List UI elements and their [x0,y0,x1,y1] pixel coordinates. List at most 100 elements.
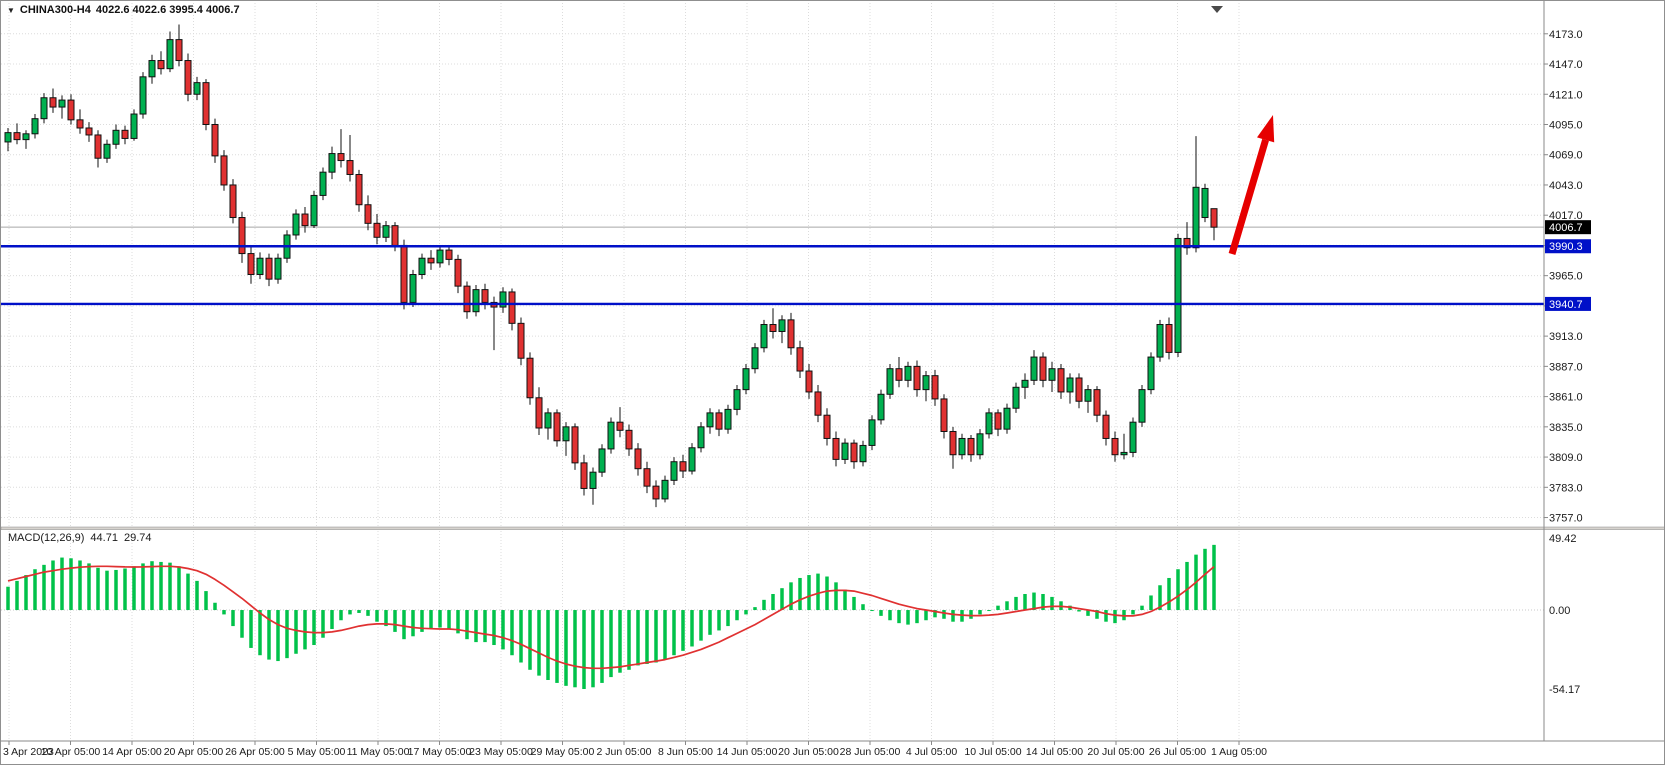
macd-histogram-bar [87,563,91,611]
candle-body [76,119,84,129]
price-tick-label: 4173.0 [1549,29,1583,41]
candle-body [769,324,777,332]
candle-body [1066,377,1074,393]
trend-arrow[interactable] [1228,115,1275,255]
price-tick-label: 3783.0 [1549,482,1583,494]
macd-histogram-bar [672,610,676,656]
candle-body [337,153,345,162]
candle-body [994,412,1002,430]
macd-histogram-bar [987,610,991,612]
candle-body [229,184,237,219]
trend-arrow-head[interactable] [1257,115,1275,143]
trend-arrow-shaft[interactable] [1228,138,1269,255]
candle-body [274,257,282,280]
grid-layer [1,3,1544,741]
candle-body [1201,187,1209,219]
macd-histogram-bar [663,610,667,660]
symbol-dropdown-icon[interactable]: ▼ [7,5,15,15]
chart-shift-marker-icon[interactable] [1211,6,1223,13]
macd-histogram-bar [1158,585,1162,611]
candle-body [670,461,678,481]
macd-histogram-bar [69,558,73,611]
candle-body [184,60,192,95]
macd-histogram-bar [861,604,865,611]
macd-histogram-bar [501,610,505,650]
macd-histogram-bar [123,568,127,611]
candle-body [265,257,273,280]
macd-histogram-bar [915,610,919,624]
macd-histogram-bar [213,602,217,611]
hline-price-badge [1545,296,1591,311]
macd-histogram-bar [645,610,649,664]
macd-histogram-bar [60,557,64,611]
candle-body [895,368,903,381]
macd-histogram-bar [240,610,244,638]
macd-histogram-bar [339,610,343,621]
time-tick-label: 4 Jul 05:00 [906,746,958,758]
macd-histogram-bar [1077,610,1081,612]
candle-body [58,99,66,108]
macd-histogram-bar [1131,610,1135,615]
candle-body [94,134,102,159]
macd-histogram-bar [456,610,460,634]
macd-histogram-bar [762,599,766,611]
candle-body [157,60,165,70]
candle-body [508,291,516,324]
candle-body [220,155,228,186]
candle-body [877,393,885,421]
candle-body [112,129,120,145]
macd-histogram-bar [537,610,541,676]
macd-histogram-bar [186,573,190,611]
candle-body [562,426,570,442]
time-tick-label: 28 Jun 05:00 [840,746,901,758]
macd-histogram-bar [807,575,811,611]
panel-splitter[interactable] [1,526,1665,530]
time-tick-label: 8 Jun 05:00 [658,746,713,758]
hline-price-badge [1545,239,1591,254]
macd-histogram-bar [1176,569,1180,611]
candle-body [544,412,552,429]
macd-histogram-bar [879,610,883,616]
candle-body [751,347,759,370]
macd-histogram-bar [843,589,847,611]
macd-histogram-bar [780,588,784,611]
candle-body [1075,377,1083,402]
time-tick-label: 10 Apr 05:00 [41,746,101,758]
macd-histogram-bar [600,610,604,683]
price-tick-label: 4017.0 [1549,210,1583,222]
candle-body [688,447,696,472]
price-tick-label: 4043.0 [1549,180,1583,192]
time-tick-label: 20 Jun 05:00 [778,746,839,758]
candle-body [346,160,354,175]
candle-body [1012,386,1020,409]
time-tick-label: 14 Jun 05:00 [717,746,778,758]
macd-histogram-bar [294,610,298,654]
candle-body [292,213,300,236]
macd-histogram-bar [654,610,658,663]
macd-histogram-bar [1212,544,1216,611]
time-tick-label: 10 Jul 05:00 [964,746,1021,758]
macd-histogram-bar [195,580,199,611]
candle-body [418,257,426,275]
macd-histogram-bar [888,610,892,621]
candle-body [958,437,966,456]
candle-body [31,118,39,135]
time-tick-label: 26 Apr 05:00 [225,746,285,758]
price-tick-label: 3913.0 [1549,331,1583,343]
macd-histogram-bar [564,610,568,686]
candle-body [481,289,489,303]
candle-body [1210,208,1218,228]
price-axis[interactable]: 4173.0 4147.0 4121.0 4095.0 4069.0 4043.0 4017… [1543,1,1591,741]
macd-histogram-bar [708,610,712,635]
candle-body [1165,324,1173,353]
macd-histogram-bar [1185,561,1189,611]
macd-histogram-bar [555,610,559,683]
candle-body [814,391,822,416]
time-tick-label: 3 Apr 2023 [3,746,54,758]
candle-body [247,253,255,275]
candle-body [1129,421,1137,453]
macd-histogram-bar [1167,577,1171,611]
macd-histogram-bar [1086,610,1090,616]
